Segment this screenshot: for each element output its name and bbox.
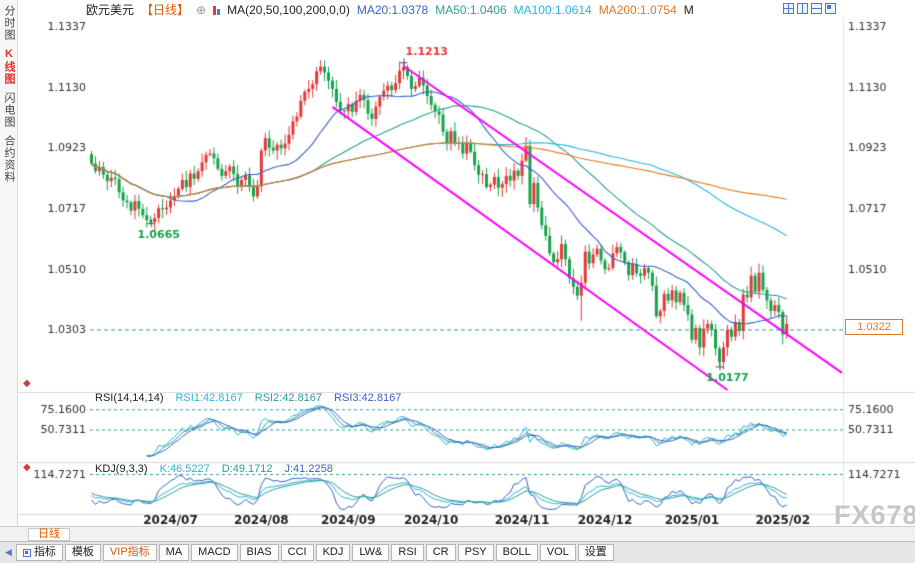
layout-horizontal-split-icon[interactable] [811, 3, 822, 14]
current-price-tag: 1.0322 [845, 319, 903, 335]
toolbar-button-PSY[interactable]: PSY [457, 544, 494, 561]
rsi-legend: RSI(14,14,14) RSI1:42.8167 RSI2:42.8167 … [95, 392, 401, 404]
layout-single-icon[interactable] [825, 3, 836, 14]
toolbar-button-label: PSY [464, 546, 487, 558]
toolbar-button-指标[interactable]: 指标 [15, 544, 63, 561]
kdj-j-value: J:41.2258 [284, 463, 333, 475]
toolbar-button-label: 指标 [33, 546, 56, 558]
kdj-d-value: D:49.1712 [221, 463, 273, 475]
toolbar-button-label: CCI [287, 546, 307, 558]
toolbar-button-label: 设置 [584, 546, 607, 558]
sidebar-tab-3[interactable]: 合约资料 [3, 135, 15, 183]
window-layout-controls [783, 3, 836, 14]
toolbar-button-KDJ[interactable]: KDJ [315, 544, 351, 561]
ma-settings-label[interactable]: MA(20,50,100,200,0,0) [227, 2, 350, 17]
rsi1-value: RSI1:42.8167 [175, 392, 243, 404]
toolbar-button-CCI[interactable]: CCI [280, 544, 314, 561]
toolbar-button-label: MA [165, 546, 183, 558]
sidebar-tab-2[interactable]: 闪电图 [3, 92, 15, 128]
ma50-value: MA50:1.0406 [435, 2, 507, 17]
indicator-menu-icon [22, 548, 31, 557]
ma20-value: MA20:1.0378 [356, 2, 429, 17]
rsi2-value: RSI2:42.8167 [254, 392, 323, 404]
toolbar-button-BIAS[interactable]: BIAS [239, 544, 279, 561]
toolbar-button-label: MACD [198, 546, 231, 558]
legend-extra: M [683, 2, 694, 17]
toolbar-button-label: LW& [359, 546, 383, 558]
symbol-title: 欧元美元 [86, 3, 135, 17]
kdj-panel-icon[interactable]: ◆ [23, 462, 31, 473]
toolbar-button-label: VOL [546, 546, 569, 558]
chart-type-sidebar: 分时图 K线图闪电图合约资料 [0, 0, 18, 526]
indicator-toolbar: ◀ 指标 模板 VIP指标 MA MACD BIAS CCI KDJ LW& RSI CR PSY BO… [0, 541, 915, 563]
toolbar-button-label: VIP指标 [109, 546, 150, 558]
toolbar-button-VOL[interactable]: VOL [539, 544, 576, 561]
toolbar-button-label: RSI [398, 546, 417, 558]
layout-vertical-split-icon[interactable] [797, 3, 808, 14]
sidebar-tab-1[interactable]: K线图 [3, 48, 15, 85]
period-strip: 日线 [0, 526, 915, 541]
toolbar-button-VIP指标[interactable]: VIP指标 [102, 544, 157, 561]
kdj-title[interactable]: KDJ(9,3,3) [95, 463, 148, 475]
chart-header: 欧元美元 【日线】 ⊕ MA(20,50,100,200,0,0) MA20:1.0… [86, 2, 694, 18]
price-chart-canvas[interactable] [18, 0, 915, 526]
toolbar-button-MACD[interactable]: MACD [191, 544, 238, 561]
toolbar-button-label: KDJ [322, 546, 344, 558]
kdj-k-value: K:46.5227 [159, 463, 210, 475]
toolbar-button-模板[interactable]: 模板 [64, 544, 101, 561]
rsi3-value: RSI3:42.8167 [334, 392, 402, 404]
toolbar-button-LW&[interactable]: LW& [352, 544, 390, 561]
toolbar-button-RSI[interactable]: RSI [391, 544, 424, 561]
toolbar-button-label: BIAS [246, 546, 272, 558]
layout-grid-icon[interactable] [783, 3, 794, 14]
rsi-panel-icon[interactable]: ◆ [23, 378, 31, 389]
period-label: 【日线】 [141, 3, 190, 17]
candlestick-icon [213, 5, 221, 15]
period-tab-daily[interactable]: 日线 [28, 528, 70, 541]
ma200-value: MA200:1.0754 [598, 2, 677, 17]
add-indicator-icon[interactable]: ⊕ [196, 2, 207, 17]
kdj-legend: KDJ(9,3,3) K:46.5227 D:49.1712 J:41.2258 [95, 463, 333, 475]
sidebar-tab-0[interactable]: 分时图 [3, 5, 15, 41]
toolbar-button-CR[interactable]: CR [425, 544, 456, 561]
toolbar-scroll-left-icon[interactable]: ◀ [5, 547, 12, 557]
toolbar-button-MA[interactable]: MA [158, 544, 190, 561]
toolbar-button-label: BOLL [502, 546, 531, 558]
toolbar-button-label: 模板 [71, 546, 94, 558]
toolbar-button-设置[interactable]: 设置 [577, 544, 614, 561]
toolbar-button-BOLL[interactable]: BOLL [495, 544, 538, 561]
toolbar-button-label: CR [432, 546, 449, 558]
ma100-value: MA100:1.0614 [513, 2, 592, 17]
rsi-title[interactable]: RSI(14,14,14) [95, 392, 164, 404]
